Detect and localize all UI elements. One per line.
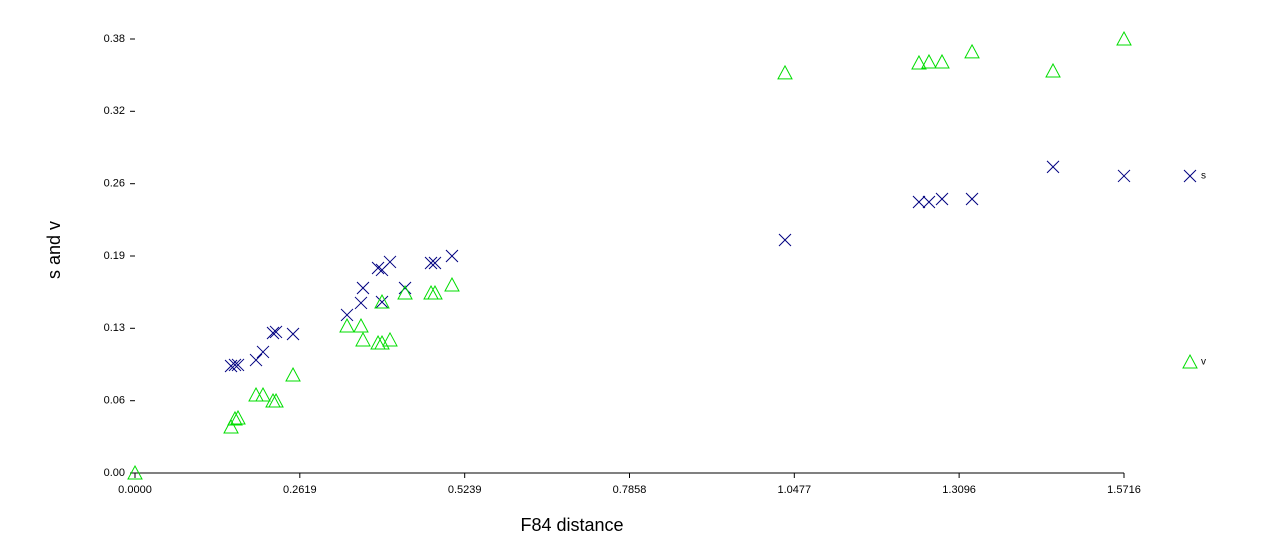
- point: [427, 284, 443, 300]
- point: [397, 284, 413, 300]
- point: [356, 281, 370, 295]
- legend-label: v: [1201, 357, 1206, 368]
- point: [371, 261, 385, 275]
- point: [285, 366, 301, 382]
- point: [1116, 30, 1132, 46]
- x-tick-label: 1.3096: [942, 484, 976, 496]
- point: [248, 386, 264, 402]
- point: [398, 281, 412, 295]
- y-tick-label: 0.19: [104, 250, 125, 262]
- y-tick-label: 0.06: [104, 395, 125, 407]
- point: [382, 331, 398, 347]
- point: [1046, 160, 1060, 174]
- legend-marker: [1183, 169, 1197, 183]
- point: [127, 464, 143, 480]
- point: [355, 331, 371, 347]
- point: [353, 317, 369, 333]
- point: [339, 317, 355, 333]
- legend-marker: [1182, 353, 1198, 369]
- x-tick-label: 0.7858: [613, 484, 647, 496]
- point: [231, 358, 245, 372]
- point: [374, 334, 390, 350]
- point: [935, 192, 949, 206]
- point: [223, 418, 239, 434]
- point: [375, 295, 389, 309]
- point: [1117, 169, 1131, 183]
- point: [383, 255, 397, 269]
- point: [911, 54, 927, 70]
- point: [255, 386, 271, 402]
- point: [444, 276, 460, 292]
- x-tick-label: 0.5239: [448, 484, 482, 496]
- x-tick-label: 0.2619: [283, 484, 317, 496]
- point: [1045, 62, 1061, 78]
- point: [912, 195, 926, 209]
- legend-label: s: [1201, 171, 1206, 182]
- point: [268, 392, 284, 408]
- point: [965, 192, 979, 206]
- y-tick-label: 0.38: [104, 33, 125, 45]
- x-tick-label: 0.0000: [118, 484, 152, 496]
- point: [266, 326, 280, 340]
- point: [228, 358, 242, 372]
- point: [227, 410, 243, 426]
- point: [286, 327, 300, 341]
- point: [374, 293, 390, 309]
- point: [230, 409, 246, 425]
- point: [340, 308, 354, 322]
- y-tick-label: 0.00: [104, 467, 125, 479]
- point: [934, 53, 950, 69]
- point: [777, 64, 793, 80]
- point: [256, 345, 270, 359]
- x-tick-label: 1.5716: [1107, 484, 1141, 496]
- point: [445, 249, 459, 263]
- y-tick-label: 0.32: [104, 105, 125, 117]
- point: [428, 256, 442, 270]
- point: [964, 43, 980, 59]
- point: [269, 325, 283, 339]
- y-tick-label: 0.13: [104, 322, 125, 334]
- point: [778, 233, 792, 247]
- x-axis-title: F84 distance: [520, 515, 623, 535]
- point: [424, 256, 438, 270]
- point: [921, 53, 937, 69]
- point: [354, 296, 368, 310]
- x-tick-label: 1.0477: [777, 484, 811, 496]
- y-axis-title: s and v: [44, 221, 64, 279]
- y-tick-label: 0.26: [104, 178, 125, 190]
- point: [922, 195, 936, 209]
- point: [249, 353, 263, 367]
